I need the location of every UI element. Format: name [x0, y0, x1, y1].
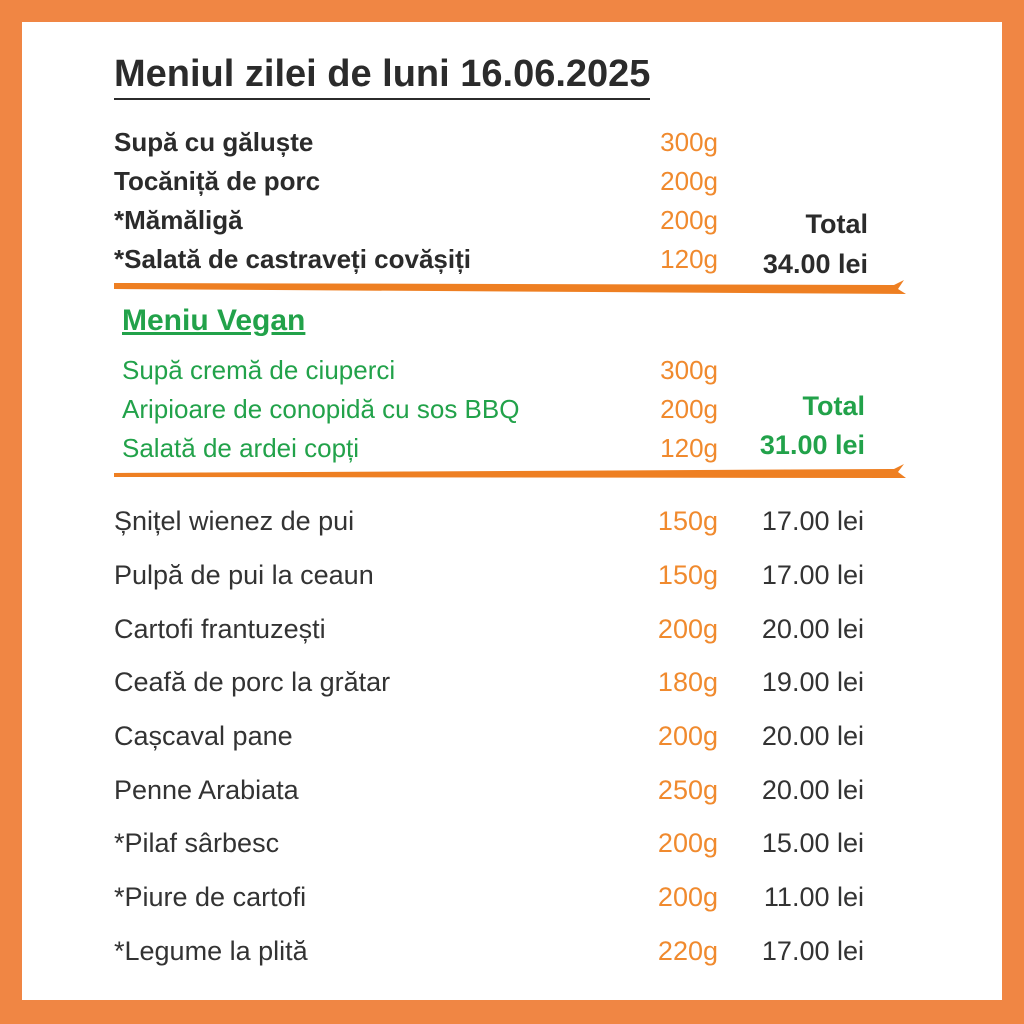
dish-weight: 220g	[657, 936, 718, 966]
extra-item: Cașcaval pane 200g 20.00 lei	[114, 718, 864, 754]
dish-price: 11.00 lei	[763, 882, 864, 912]
extra-item: Pulpă de pui la ceaun 150g 17.00 lei	[114, 557, 864, 593]
dish-weight: 200g	[657, 882, 718, 912]
dish-weight: 250g	[657, 775, 718, 805]
dish-price: 17.00 lei	[761, 936, 864, 966]
dish-weight: 150g	[657, 560, 718, 590]
extra-item: *Legume la plită 220g 17.00 lei	[114, 933, 864, 969]
dish-weight: 200g	[660, 166, 718, 196]
dish-weight: 150g	[657, 506, 718, 536]
vegan-menu-item: Salată de ardei copți 120g	[122, 430, 718, 466]
daily-total-label: Total	[805, 209, 869, 239]
page-title: Meniul zilei de luni 16.06.2025	[114, 52, 651, 100]
dish-name: Salată de ardei copți	[122, 433, 360, 463]
dish-weight: 300g	[660, 127, 718, 157]
dish-name: *Mămăligă	[114, 205, 243, 235]
dish-weight: 200g	[657, 614, 718, 644]
menu-card: Meniul zilei de luni 16.06.2025 Supă cu …	[22, 22, 1002, 1000]
dish-price: 20.00 lei	[761, 721, 864, 751]
dish-name: *Salată de castraveți covășiți	[114, 244, 471, 274]
daily-menu-item: Supă cu găluște 300g	[114, 124, 718, 160]
extra-item: Ceafă de porc la grătar 180g 19.00 lei	[114, 664, 864, 700]
dish-price: 20.00 lei	[761, 775, 864, 805]
dish-weight: 120g	[660, 433, 718, 463]
extra-item: Șnițel wienez de pui 150g 17.00 lei	[114, 503, 864, 539]
dish-name: Ceafă de porc la grătar	[114, 667, 391, 697]
daily-menu-item: *Salată de castraveți covășiți 120g	[114, 241, 718, 277]
dish-weight: 300g	[660, 355, 718, 385]
dish-price: 20.00 lei	[761, 614, 864, 644]
dish-price: 17.00 lei	[761, 560, 864, 590]
dish-weight: 180g	[657, 667, 718, 697]
vegan-menu-item: Aripioare de conopidă cu sos BBQ 200g	[122, 391, 718, 427]
dish-name: Cartofi frantuzești	[114, 614, 326, 644]
dish-name: Pulpă de pui la ceaun	[114, 560, 374, 590]
dish-name: Supă cremă de ciuperci	[122, 355, 396, 385]
daily-menu-item: *Mămăligă 200g	[114, 202, 718, 238]
dish-name: *Piure de cartofi	[114, 882, 307, 912]
section-divider	[114, 280, 906, 294]
dish-price: 15.00 lei	[761, 828, 864, 858]
dish-name: Penne Arabiata	[114, 775, 299, 805]
dish-name: *Pilaf sârbesc	[114, 828, 280, 858]
dish-name: Șnițel wienez de pui	[114, 506, 355, 536]
dish-name: Supă cu găluște	[114, 127, 314, 157]
daily-total-price: 34.00 lei	[762, 249, 868, 279]
dish-price: 19.00 lei	[761, 667, 864, 697]
dish-weight: 120g	[660, 244, 718, 274]
vegan-menu-heading: Meniu Vegan	[122, 304, 306, 337]
dish-weight: 200g	[657, 828, 718, 858]
vegan-menu-item: Supă cremă de ciuperci 300g	[122, 352, 718, 388]
dish-name: Aripioare de conopidă cu sos BBQ	[122, 394, 520, 424]
dish-name: Tocăniță de porc	[114, 166, 321, 196]
dish-weight: 200g	[657, 721, 718, 751]
dish-price: 17.00 lei	[761, 506, 864, 536]
vegan-total-label: Total	[802, 391, 866, 421]
extra-item: *Pilaf sârbesc 200g 15.00 lei	[114, 825, 864, 861]
extra-item: *Piure de cartofi 200g 11.00 lei	[114, 879, 864, 915]
extra-item: Penne Arabiata 250g 20.00 lei	[114, 772, 864, 808]
dish-name: *Legume la plită	[114, 936, 308, 966]
dish-name: Cașcaval pane	[114, 721, 293, 751]
extra-item: Cartofi frantuzești 200g 20.00 lei	[114, 611, 864, 647]
dish-weight: 200g	[660, 394, 718, 424]
daily-menu-item: Tocăniță de porc 200g	[114, 163, 718, 199]
vegan-total-price: 31.00 lei	[759, 430, 865, 460]
dish-weight: 200g	[660, 205, 718, 235]
section-divider	[114, 464, 906, 478]
